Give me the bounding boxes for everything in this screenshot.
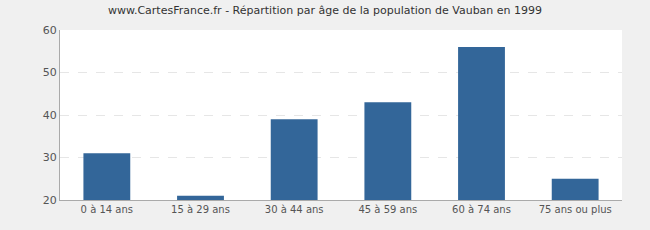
svg-text:www.CartesFrance.fr - Répartit: www.CartesFrance.fr - Répartition par âg… bbox=[108, 4, 542, 17]
svg-text:20: 20 bbox=[43, 194, 57, 207]
svg-text:45 à 59 ans: 45 à 59 ans bbox=[358, 204, 417, 215]
svg-text:15 à 29 ans: 15 à 29 ans bbox=[171, 204, 230, 215]
svg-text:30: 30 bbox=[43, 151, 57, 164]
svg-text:75 ans ou plus: 75 ans ou plus bbox=[539, 204, 612, 215]
svg-text:40: 40 bbox=[43, 109, 57, 122]
svg-text:0 à 14 ans: 0 à 14 ans bbox=[81, 204, 133, 215]
svg-text:30 à 44 ans: 30 à 44 ans bbox=[265, 204, 324, 215]
svg-text:50: 50 bbox=[43, 66, 57, 79]
svg-text:60: 60 bbox=[43, 24, 57, 37]
svg-text:60 à 74 ans: 60 à 74 ans bbox=[452, 204, 511, 215]
